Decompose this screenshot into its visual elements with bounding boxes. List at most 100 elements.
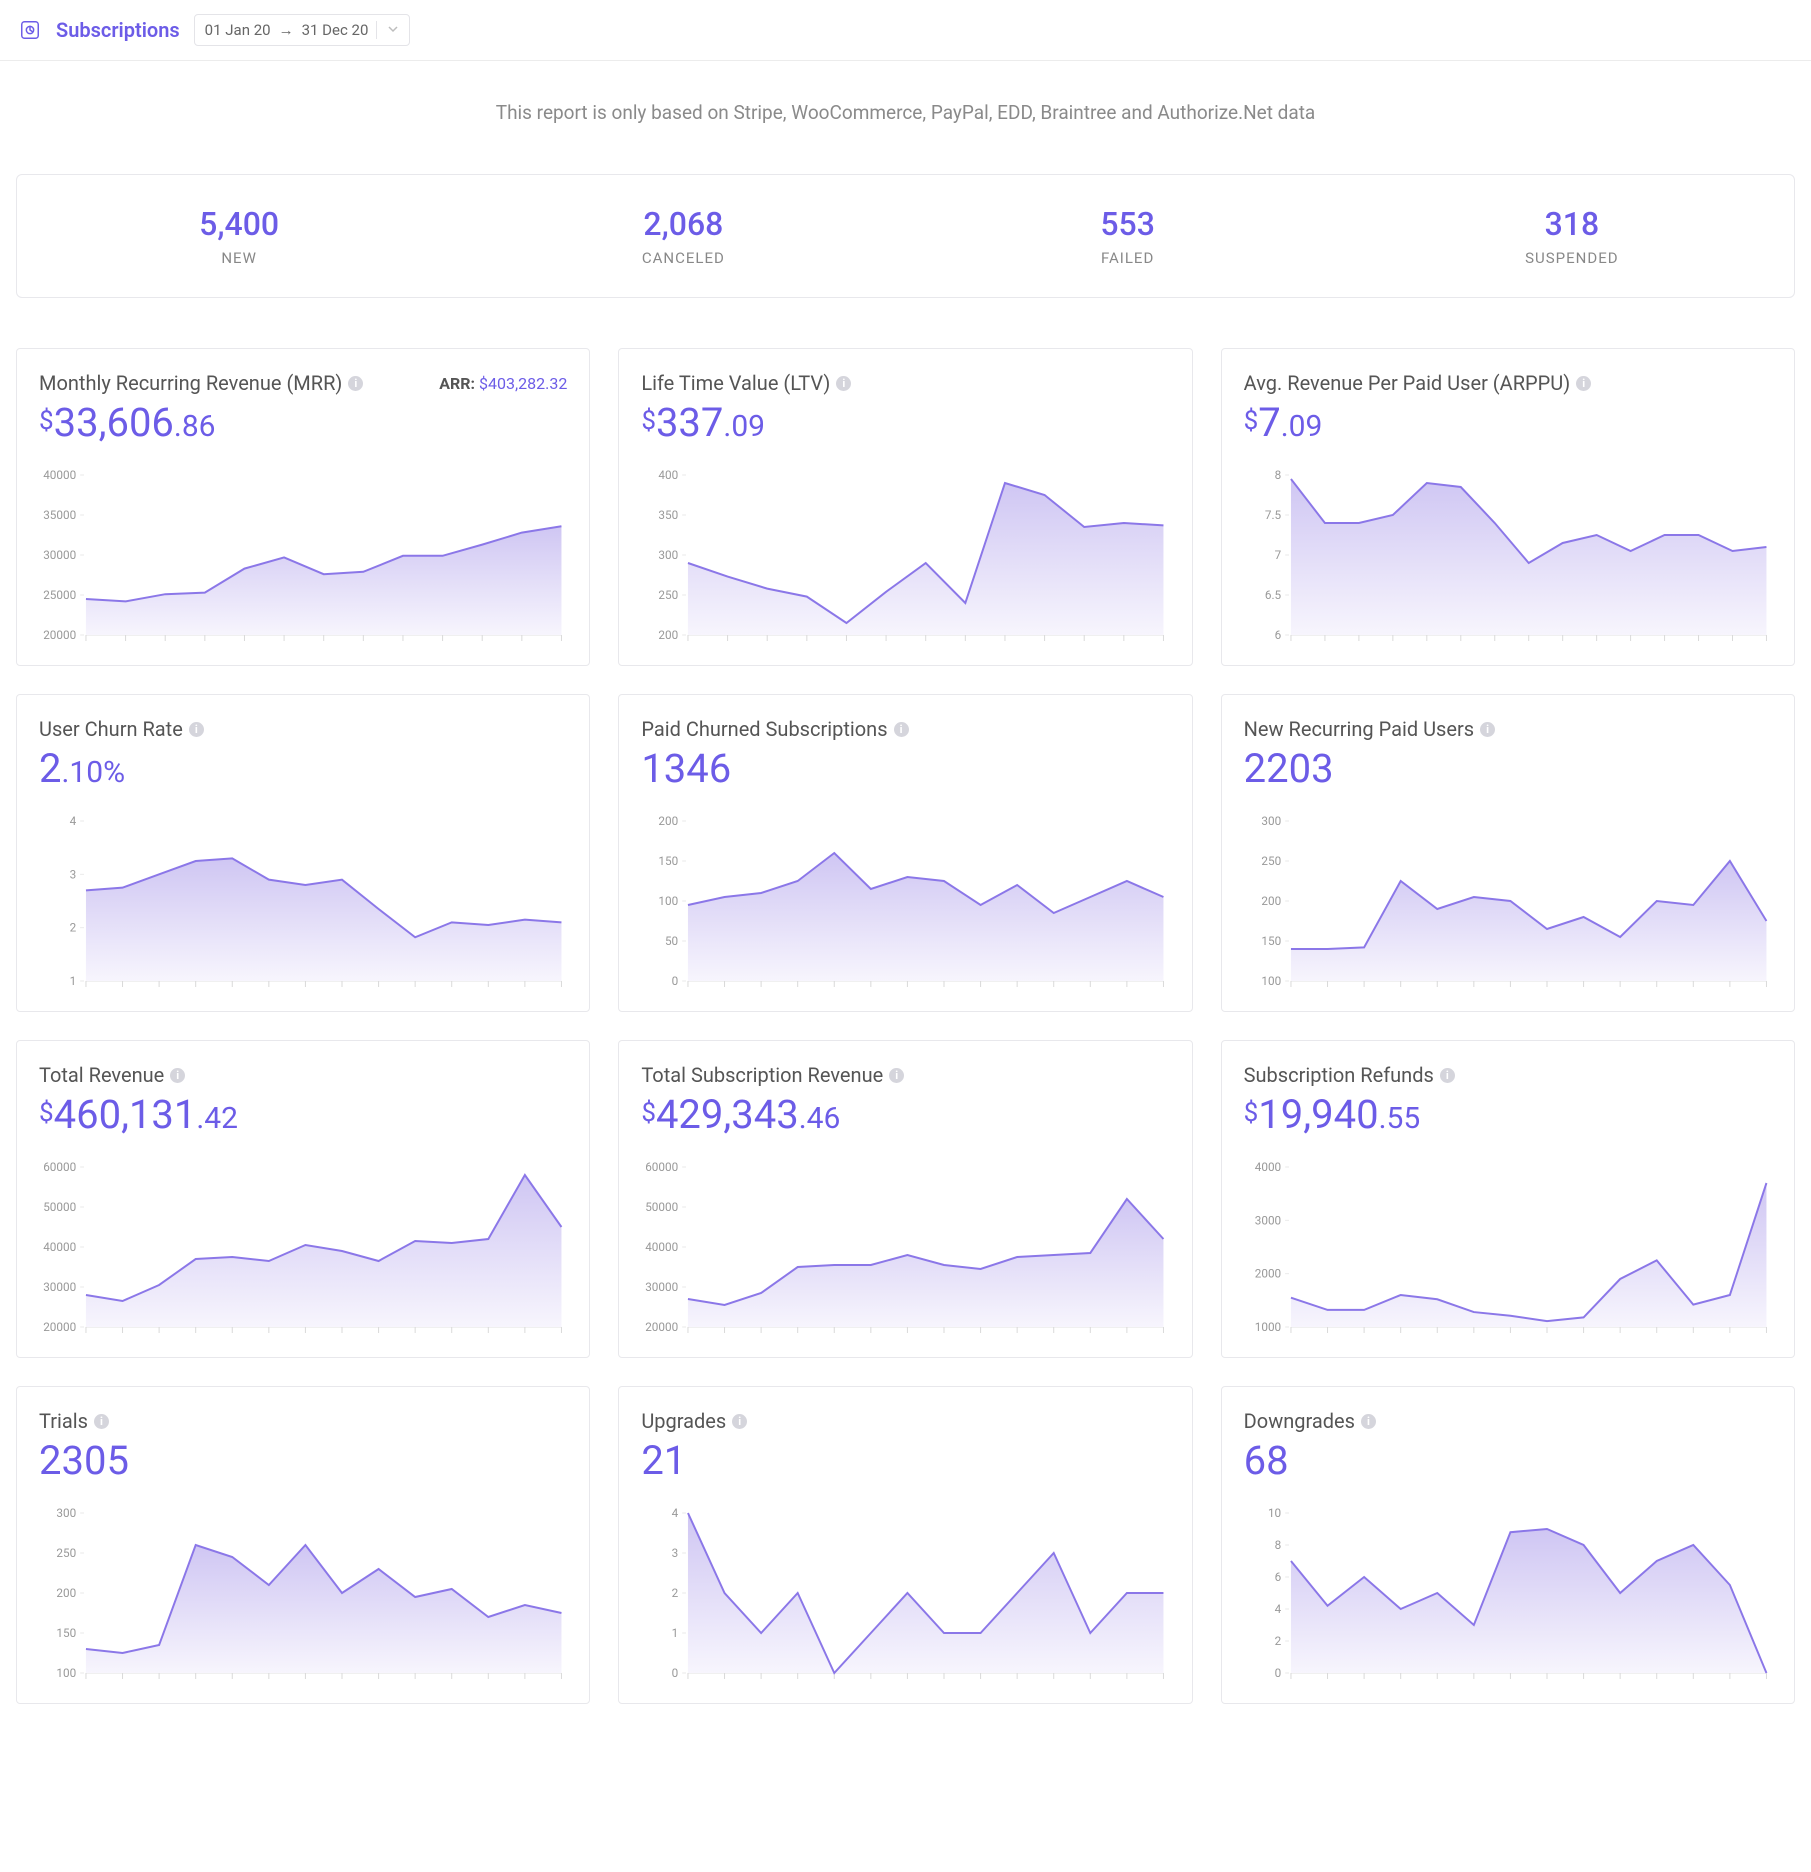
summary-label: FAILED — [906, 249, 1350, 267]
info-icon[interactable]: i — [94, 1414, 109, 1429]
svg-text:250: 250 — [1261, 854, 1281, 868]
date-range-picker[interactable]: 01 Jan 20 → 31 Dec 20 — [194, 14, 411, 46]
summary-card: 5,400NEW2,068CANCELED553FAILED318SUSPEND… — [16, 174, 1795, 298]
svg-text:200: 200 — [1261, 894, 1281, 908]
metric-value: $337.09 — [641, 401, 1169, 445]
card-header: Paid Churned Subscriptionsi — [641, 717, 1169, 741]
svg-text:300: 300 — [56, 1506, 76, 1520]
svg-text:50000: 50000 — [43, 1200, 76, 1214]
info-icon[interactable]: i — [170, 1068, 185, 1083]
page-title: Subscriptions — [56, 18, 180, 42]
svg-text:100: 100 — [659, 894, 679, 908]
summary-label: SUSPENDED — [1350, 249, 1794, 267]
svg-text:7: 7 — [1274, 548, 1281, 562]
svg-text:100: 100 — [56, 1666, 76, 1680]
card-header: Monthly Recurring Revenue (MRR)iARR: $40… — [39, 371, 567, 395]
metric-value: $460,131.42 — [39, 1093, 567, 1137]
chart: 1234 — [39, 811, 567, 1001]
info-icon[interactable]: i — [732, 1414, 747, 1429]
summary-value: 2,068 — [461, 205, 905, 243]
info-icon[interactable]: i — [1440, 1068, 1455, 1083]
card-header: User Churn Ratei — [39, 717, 567, 741]
svg-text:50000: 50000 — [646, 1200, 679, 1214]
info-icon[interactable]: i — [189, 722, 204, 737]
chart: 1000200030004000 — [1244, 1157, 1772, 1347]
metric-value: $7.09 — [1244, 401, 1772, 445]
svg-text:40000: 40000 — [43, 468, 76, 482]
svg-text:250: 250 — [659, 588, 679, 602]
date-arrow: → — [279, 21, 294, 39]
svg-text:4000: 4000 — [1254, 1160, 1280, 1174]
metric-card-downgrades[interactable]: Downgradesi680246810 — [1221, 1386, 1795, 1704]
metric-card-churn[interactable]: User Churn Ratei2.10%1234 — [16, 694, 590, 1012]
svg-text:25000: 25000 — [43, 588, 76, 602]
svg-text:2: 2 — [672, 1586, 679, 1600]
info-icon[interactable]: i — [348, 376, 363, 391]
metric-card-total_rev[interactable]: Total Revenuei$460,131.42200003000040000… — [16, 1040, 590, 1358]
card-header: Life Time Value (LTV)i — [641, 371, 1169, 395]
metric-card-paid_churned[interactable]: Paid Churned Subscriptionsi1346050100150… — [618, 694, 1192, 1012]
metric-card-sub_rev[interactable]: Total Subscription Revenuei$429,343.4620… — [618, 1040, 1192, 1358]
info-icon[interactable]: i — [894, 722, 909, 737]
chevron-down-icon — [376, 21, 399, 39]
metric-value: 21 — [641, 1439, 1169, 1483]
svg-text:0: 0 — [672, 974, 679, 988]
metric-card-arppu[interactable]: Avg. Revenue Per Paid User (ARPPU)i $7.09… — [1221, 348, 1795, 666]
svg-text:100: 100 — [1261, 974, 1281, 988]
svg-text:50: 50 — [665, 934, 678, 948]
svg-text:20000: 20000 — [43, 628, 76, 642]
svg-text:6: 6 — [1274, 628, 1281, 642]
svg-text:250: 250 — [56, 1546, 76, 1560]
svg-text:4: 4 — [70, 814, 77, 828]
summary-value: 5,400 — [17, 205, 461, 243]
card-title: Life Time Value (LTV)i — [641, 371, 851, 395]
svg-text:1: 1 — [672, 1626, 679, 1640]
summary-item-canceled[interactable]: 2,068CANCELED — [461, 205, 905, 267]
card-header: Trialsi — [39, 1409, 567, 1433]
chart: 01234 — [641, 1503, 1169, 1693]
card-header: Avg. Revenue Per Paid User (ARPPU)i — [1244, 371, 1772, 395]
svg-text:6: 6 — [1274, 1570, 1281, 1584]
card-header: Total Revenuei — [39, 1063, 567, 1087]
metric-card-upgrades[interactable]: Upgradesi2101234 — [618, 1386, 1192, 1704]
card-title: Total Revenuei — [39, 1063, 185, 1087]
svg-text:30000: 30000 — [43, 1280, 76, 1294]
svg-text:200: 200 — [56, 1586, 76, 1600]
info-icon[interactable]: i — [836, 376, 851, 391]
date-start: 01 Jan 20 — [205, 21, 271, 39]
info-icon[interactable]: i — [1576, 376, 1591, 391]
svg-text:2: 2 — [70, 921, 77, 935]
svg-text:150: 150 — [1261, 934, 1281, 948]
metric-card-mrr[interactable]: Monthly Recurring Revenue (MRR)iARR: $40… — [16, 348, 590, 666]
card-title: Trialsi — [39, 1409, 109, 1433]
date-end: 31 Dec 20 — [302, 21, 369, 39]
card-header: Downgradesi — [1244, 1409, 1772, 1433]
svg-text:2: 2 — [1274, 1634, 1281, 1648]
svg-text:6.5: 6.5 — [1265, 588, 1282, 602]
summary-item-new[interactable]: 5,400NEW — [17, 205, 461, 267]
svg-text:200: 200 — [659, 814, 679, 828]
topbar: Subscriptions 01 Jan 20 → 31 Dec 20 — [0, 0, 1811, 61]
info-icon[interactable]: i — [1480, 722, 1495, 737]
metric-card-refunds[interactable]: Subscription Refundsi$19,940.55100020003… — [1221, 1040, 1795, 1358]
card-title: User Churn Ratei — [39, 717, 204, 741]
chart: 050100150200 — [641, 811, 1169, 1001]
metric-card-trials[interactable]: Trialsi2305100150200250300 — [16, 1386, 590, 1704]
card-header: Upgradesi — [641, 1409, 1169, 1433]
card-header: New Recurring Paid Usersi — [1244, 717, 1772, 741]
info-icon[interactable]: i — [1361, 1414, 1376, 1429]
svg-text:4: 4 — [1274, 1602, 1281, 1616]
summary-item-suspended[interactable]: 318SUSPENDED — [1350, 205, 1794, 267]
svg-text:1000: 1000 — [1254, 1320, 1280, 1334]
svg-text:30000: 30000 — [646, 1280, 679, 1294]
svg-text:300: 300 — [659, 548, 679, 562]
summary-item-failed[interactable]: 553FAILED — [906, 205, 1350, 267]
metric-card-new_recurring[interactable]: New Recurring Paid Usersi 2203 100 150 200 25… — [1221, 694, 1795, 1012]
svg-text:8: 8 — [1274, 468, 1281, 482]
metric-value: 1346 — [641, 747, 1169, 791]
metrics-grid: Monthly Recurring Revenue (MRR)iARR: $40… — [0, 348, 1811, 1734]
card-header: Total Subscription Revenuei — [641, 1063, 1169, 1087]
info-icon[interactable]: i — [889, 1068, 904, 1083]
metric-value: 2203 — [1244, 747, 1772, 791]
metric-card-ltv[interactable]: Life Time Value (LTV)i$337.0920025030035… — [618, 348, 1192, 666]
